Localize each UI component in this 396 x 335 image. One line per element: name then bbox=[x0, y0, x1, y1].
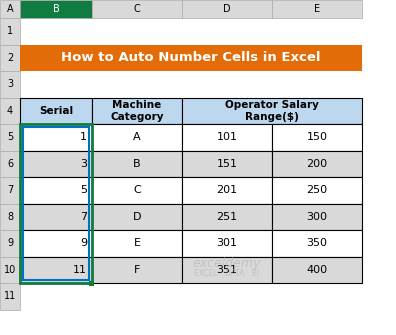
Text: 400: 400 bbox=[307, 265, 327, 275]
Text: B: B bbox=[53, 4, 59, 14]
Bar bbox=[182, 177, 272, 203]
Bar bbox=[20, 97, 92, 124]
Bar bbox=[272, 0, 362, 18]
Text: 3: 3 bbox=[80, 159, 87, 169]
Text: A: A bbox=[133, 132, 141, 142]
Text: 5: 5 bbox=[80, 185, 87, 195]
Text: 9: 9 bbox=[80, 238, 87, 248]
Bar bbox=[20, 203, 92, 230]
Text: EXCEL · DATA · BI: EXCEL · DATA · BI bbox=[194, 268, 259, 277]
Bar bbox=[182, 124, 272, 150]
Text: Serial: Serial bbox=[39, 106, 73, 116]
Bar bbox=[92, 203, 182, 230]
Text: E: E bbox=[133, 238, 141, 248]
Text: C: C bbox=[133, 4, 140, 14]
Text: 7: 7 bbox=[80, 212, 87, 222]
Text: 11: 11 bbox=[73, 265, 87, 275]
Text: 6: 6 bbox=[7, 159, 13, 169]
Bar bbox=[272, 150, 362, 177]
Bar bbox=[92, 97, 182, 124]
Bar bbox=[182, 97, 362, 124]
Text: C: C bbox=[133, 185, 141, 195]
Bar bbox=[23, 127, 89, 280]
Text: 351: 351 bbox=[217, 265, 238, 275]
Bar bbox=[92, 150, 182, 177]
Bar bbox=[0, 203, 20, 230]
Bar bbox=[0, 0, 20, 18]
Text: 151: 151 bbox=[217, 159, 238, 169]
Text: 300: 300 bbox=[307, 212, 327, 222]
Text: How to Auto Number Cells in Excel: How to Auto Number Cells in Excel bbox=[61, 51, 321, 64]
Bar bbox=[272, 203, 362, 230]
Bar bbox=[182, 230, 272, 257]
Bar bbox=[272, 177, 362, 203]
Bar bbox=[92, 230, 182, 257]
Bar bbox=[20, 177, 92, 203]
Text: Operator Salary
Range($): Operator Salary Range($) bbox=[225, 99, 319, 122]
Bar bbox=[20, 124, 92, 283]
Bar bbox=[272, 230, 362, 257]
Bar bbox=[0, 97, 20, 124]
Text: D: D bbox=[223, 4, 231, 14]
Bar bbox=[20, 0, 92, 18]
Text: 201: 201 bbox=[217, 185, 238, 195]
Bar bbox=[20, 150, 92, 177]
Text: Machine
Category: Machine Category bbox=[110, 99, 164, 122]
Text: 350: 350 bbox=[307, 238, 327, 248]
Text: 5: 5 bbox=[7, 132, 13, 142]
Text: 1: 1 bbox=[7, 26, 13, 36]
Bar bbox=[92, 257, 182, 283]
Bar bbox=[272, 124, 362, 150]
Text: 3: 3 bbox=[7, 79, 13, 89]
Bar bbox=[20, 45, 362, 71]
Text: F: F bbox=[134, 265, 140, 275]
Text: exceldemy: exceldemy bbox=[193, 258, 261, 270]
Text: 4: 4 bbox=[7, 106, 13, 116]
Bar bbox=[0, 257, 20, 283]
Bar bbox=[182, 0, 272, 18]
Text: 2: 2 bbox=[7, 53, 13, 63]
Bar bbox=[0, 150, 20, 177]
Bar bbox=[182, 257, 272, 283]
Bar bbox=[0, 230, 20, 257]
Bar bbox=[89, 280, 95, 285]
Bar bbox=[0, 124, 20, 150]
Text: 7: 7 bbox=[7, 185, 13, 195]
Bar bbox=[92, 0, 182, 18]
Text: 250: 250 bbox=[307, 185, 327, 195]
Bar bbox=[182, 150, 272, 177]
Text: 150: 150 bbox=[307, 132, 327, 142]
Bar bbox=[92, 124, 182, 150]
Bar bbox=[0, 18, 20, 45]
Text: A: A bbox=[7, 4, 13, 14]
Text: D: D bbox=[133, 212, 141, 222]
Text: 9: 9 bbox=[7, 238, 13, 248]
Bar bbox=[272, 257, 362, 283]
Text: 101: 101 bbox=[217, 132, 238, 142]
Text: 251: 251 bbox=[217, 212, 238, 222]
Bar bbox=[0, 71, 20, 97]
Text: B: B bbox=[133, 159, 141, 169]
Text: 301: 301 bbox=[217, 238, 238, 248]
Bar bbox=[0, 283, 20, 310]
Bar bbox=[20, 124, 92, 150]
Bar bbox=[182, 203, 272, 230]
Bar bbox=[20, 257, 92, 283]
Text: 10: 10 bbox=[4, 265, 16, 275]
Text: 1: 1 bbox=[80, 132, 87, 142]
Text: E: E bbox=[314, 4, 320, 14]
Bar bbox=[92, 177, 182, 203]
Text: 8: 8 bbox=[7, 212, 13, 222]
Bar bbox=[0, 45, 20, 71]
Text: 200: 200 bbox=[307, 159, 327, 169]
Bar bbox=[20, 230, 92, 257]
Bar bbox=[0, 177, 20, 203]
Text: 11: 11 bbox=[4, 291, 16, 301]
